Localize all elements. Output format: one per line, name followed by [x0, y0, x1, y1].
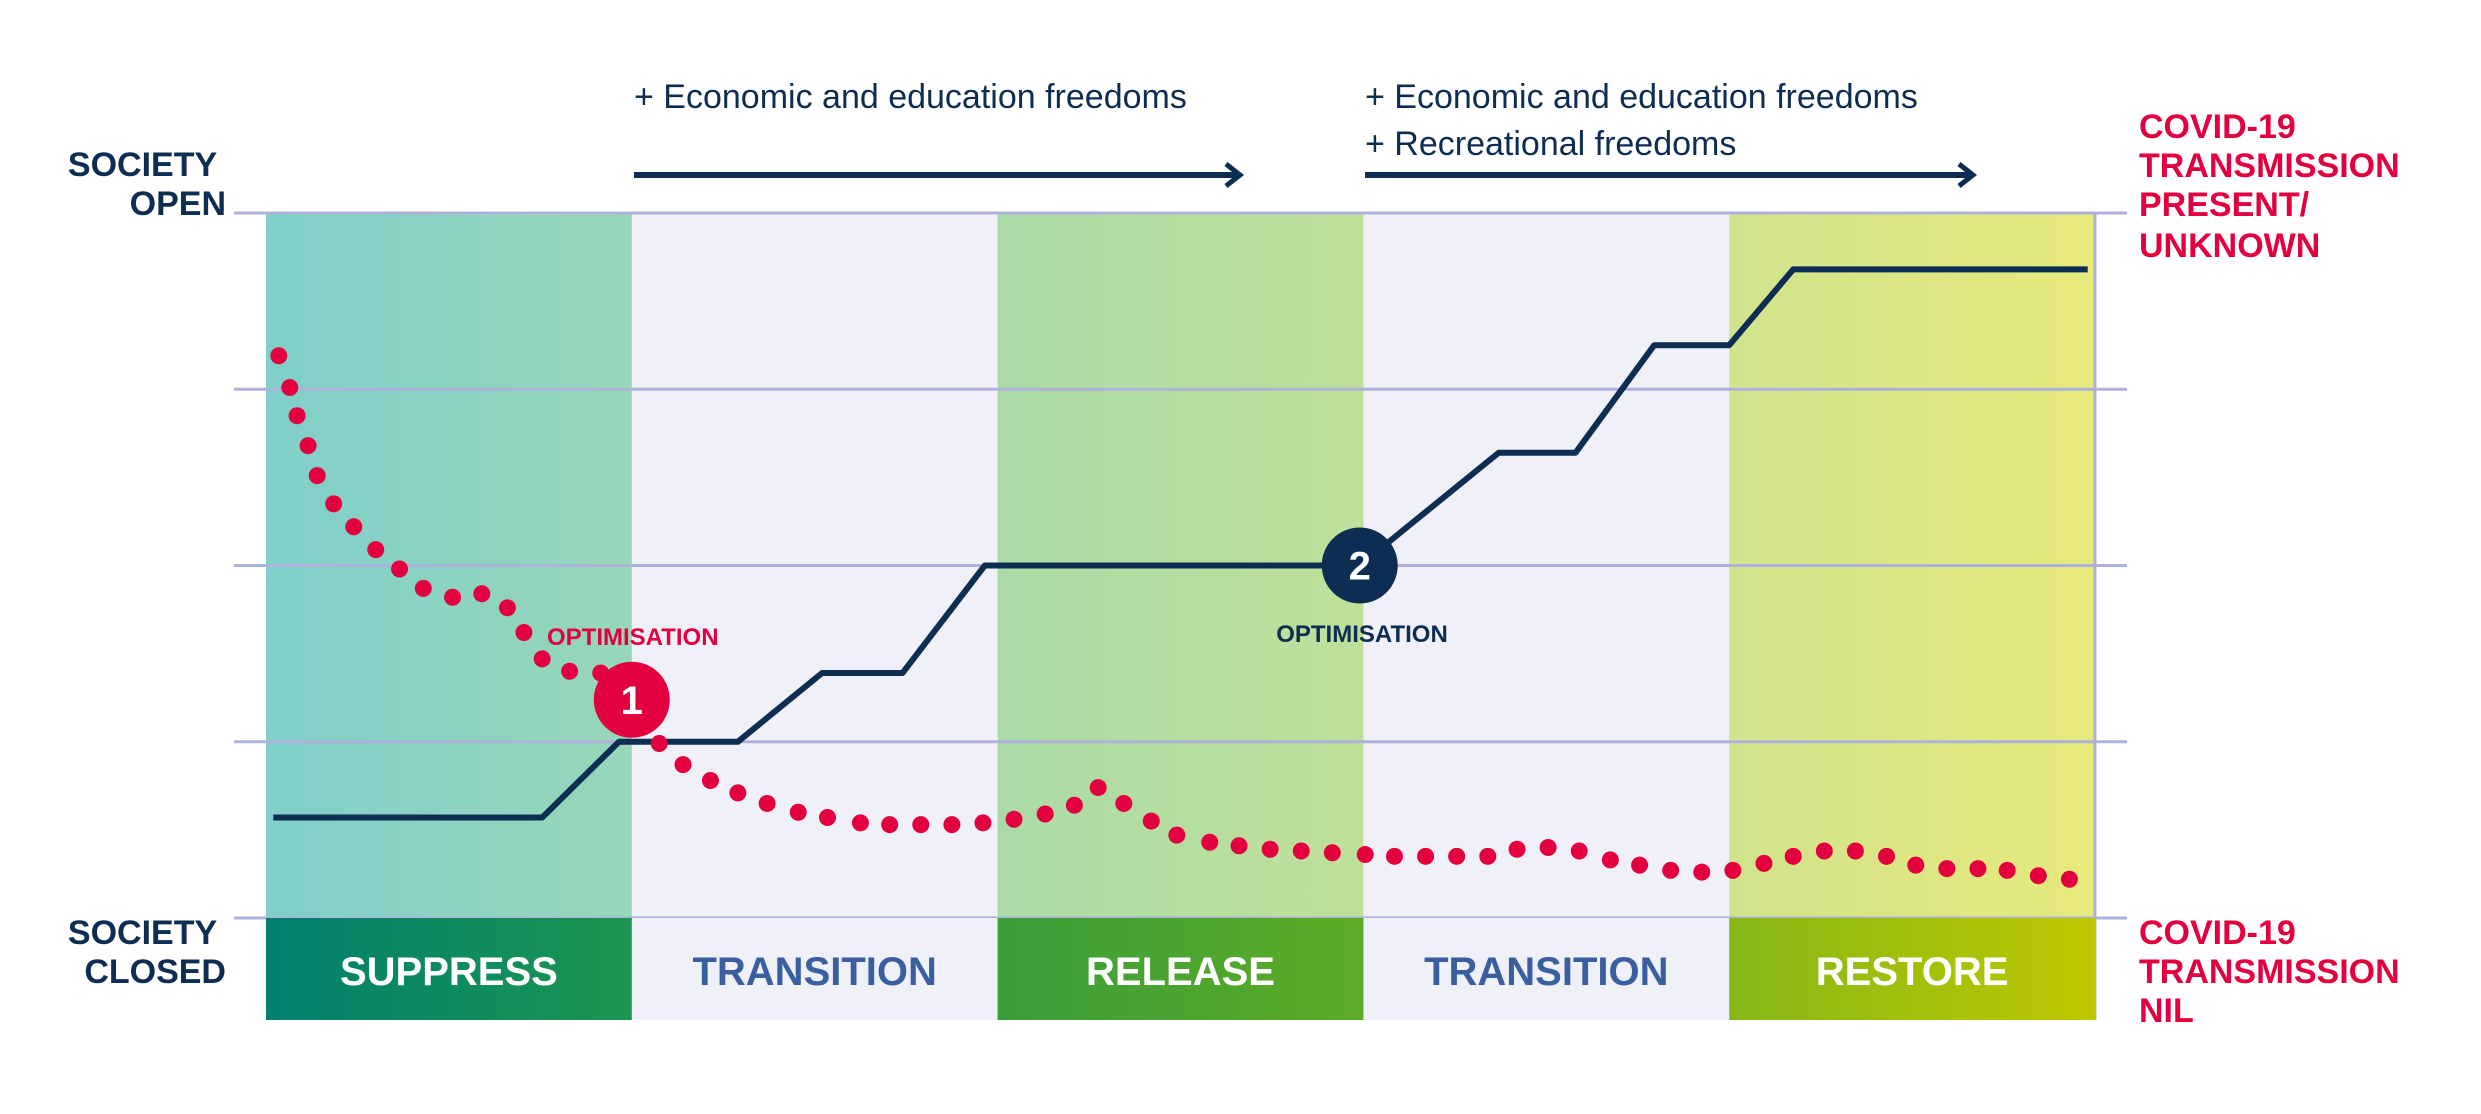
transmission-dot	[974, 814, 992, 832]
transmission-dot	[1036, 805, 1054, 823]
transmission-dot	[561, 662, 579, 680]
transmission-dot	[943, 816, 961, 834]
phase-band-suppress	[266, 918, 633, 1020]
transmission-dot	[345, 518, 363, 536]
transmission-dot	[674, 756, 692, 774]
transmission-dot	[391, 560, 409, 578]
transmission-dot	[1508, 840, 1526, 858]
phase-band-restore	[1729, 918, 2096, 1020]
transmission-dot	[1065, 796, 1083, 814]
transmission-dot	[414, 579, 432, 597]
transmission-dot	[789, 803, 807, 821]
phase-label: TRANSITION	[692, 950, 936, 994]
transmission-dot	[1261, 840, 1279, 858]
optimisation-label-2: OPTIMISATION	[1276, 621, 1448, 648]
transmission-dot	[729, 784, 747, 802]
transmission-dot	[1385, 847, 1403, 865]
transmission-dot	[758, 794, 776, 812]
transmission-dot	[1089, 779, 1107, 797]
transmission-dot	[270, 347, 288, 365]
transmission-dot	[1877, 847, 1895, 865]
transmission-dot	[1784, 847, 1802, 865]
transmission-dot	[1693, 863, 1711, 881]
transmission-dot	[1323, 844, 1341, 862]
transmission-dot	[1724, 861, 1742, 879]
transmission-dot	[1938, 860, 1956, 878]
transmission-dot	[444, 588, 462, 606]
transmission-dot	[281, 378, 299, 396]
optimisation-marker-2: 2	[1321, 527, 1398, 604]
transmission-dot	[1201, 833, 1219, 851]
transmission-dot	[1631, 856, 1649, 874]
annotation-freedoms-2a: + Economic and education freedoms	[1365, 78, 1918, 116]
phase-label: TRANSITION	[1424, 950, 1668, 994]
transmission-dot	[1755, 854, 1773, 872]
transmission-dot	[1846, 842, 1864, 860]
transmission-dot	[1448, 847, 1466, 865]
transmission-dot	[881, 816, 899, 834]
transmission-dot	[851, 814, 869, 832]
transmission-dot	[308, 467, 326, 485]
transmission-dot	[515, 623, 533, 641]
transmission-dot	[1115, 794, 1133, 812]
transmission-dot	[367, 541, 385, 559]
transmission-dot	[498, 599, 516, 617]
transmission-dot	[819, 809, 837, 827]
transmission-dot	[912, 816, 930, 834]
transmission-dot	[1969, 860, 1987, 878]
transmission-dot	[1662, 861, 1680, 879]
annotation-freedoms-1: + Economic and education freedoms	[634, 78, 1187, 116]
society-closed-label: SOCIETY CLOSED	[68, 914, 226, 991]
transmission-dot	[1570, 842, 1588, 860]
phase-label: RESTORE	[1816, 950, 2009, 994]
transmission-dot	[2060, 870, 2078, 888]
transmission-dot	[1998, 861, 2016, 879]
optimisation-marker-1: 1	[593, 661, 670, 738]
transmission-dot	[325, 495, 343, 513]
marker-number: 2	[1349, 545, 1371, 589]
transmission-dot	[1539, 839, 1557, 856]
transmission-dot	[1230, 837, 1248, 855]
transmission-dot	[650, 735, 668, 753]
transmission-dot	[1601, 851, 1619, 869]
transmission-dot	[1907, 856, 1925, 874]
phase-band-transition	[1363, 918, 1730, 1020]
phase-label: SUPPRESS	[340, 950, 558, 994]
transmission-dot	[1168, 826, 1186, 844]
transmission-dot	[1292, 842, 1310, 860]
phase-label: RELEASE	[1086, 950, 1275, 994]
transmission-present-label: COVID-19 TRANSMISSION PRESENT/ UNKNOWN	[2139, 108, 2409, 265]
marker-number: 1	[621, 679, 643, 723]
transmission-dot	[2029, 867, 2047, 885]
optimisation-label-1: OPTIMISATION	[547, 624, 719, 651]
transmission-dot	[473, 585, 491, 603]
transmission-dot	[1356, 846, 1374, 864]
transmission-dot	[701, 772, 719, 790]
transmission-dot	[288, 407, 306, 425]
arrow-right-icon	[634, 162, 1245, 188]
phase-band-release	[997, 918, 1364, 1020]
arrow-right-icon	[1365, 162, 1978, 188]
transmission-nil-label: COVID-19 TRANSMISSION NIL	[2139, 914, 2409, 1030]
series-layer	[270, 266, 2088, 888]
transmission-dot	[1815, 842, 1833, 860]
phase-bands: SUPPRESS TRANSITION RELEASE TRANSITION RESTO…	[266, 918, 2096, 1020]
society-openness-line	[273, 266, 2088, 821]
phase-band-transition	[631, 918, 999, 1020]
transmission-dot	[1417, 847, 1435, 865]
transmission-dot	[299, 437, 317, 455]
annotation-freedoms-2b: + Recreational freedoms	[1365, 125, 1736, 163]
transmission-dot	[533, 650, 551, 668]
transmission-dot	[1142, 812, 1160, 830]
transmission-dot	[1479, 847, 1497, 865]
society-open-label: SOCIETY OPEN	[68, 146, 226, 223]
transmission-dot	[1005, 810, 1023, 828]
